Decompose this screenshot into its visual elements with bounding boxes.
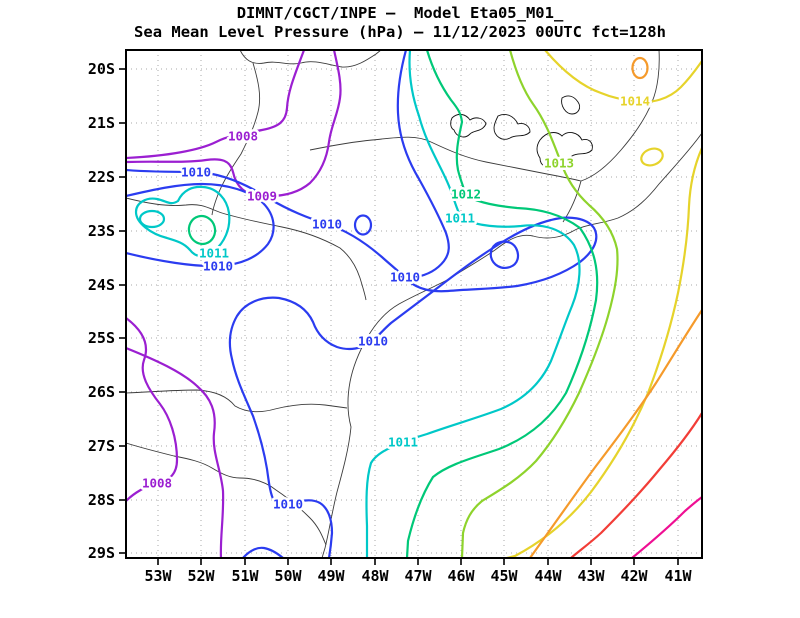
isobar-closed-1014	[640, 147, 664, 167]
isobar-1010	[126, 168, 598, 558]
title-line-1: DIMNT/CGCT/INPE — Model Eta05_M01_	[236, 4, 564, 22]
x-tick-label: 47W	[404, 567, 432, 585]
isobar-labels: 1008100910101010101110101012101110131014…	[139, 91, 652, 514]
y-tick-label: 27S	[88, 437, 115, 455]
state-border	[126, 389, 348, 413]
isobar-closed-1010	[353, 214, 373, 236]
x-tick-label: 46W	[447, 567, 475, 585]
isobar-1010	[396, 50, 450, 279]
grid-lines	[126, 50, 702, 558]
isobars	[126, 50, 702, 558]
isobar-label-1013: 1013	[544, 156, 574, 171]
isobar-1014	[505, 146, 702, 558]
x-tick-label: 48W	[361, 567, 389, 585]
isobar-label-1012: 1012	[451, 187, 481, 202]
isobar-1010	[241, 546, 285, 558]
x-tick-label: 53W	[144, 567, 172, 585]
x-tick-label: 44W	[534, 567, 562, 585]
isobar-label-1010: 1010	[312, 217, 342, 232]
isobar-1009	[126, 346, 225, 558]
x-tick-label: 41W	[664, 567, 692, 585]
isobar-label-1010: 1010	[273, 497, 303, 512]
isobar-1008	[126, 316, 179, 503]
y-tick-label: 25S	[88, 329, 115, 347]
isobar-1012	[405, 50, 599, 558]
isobar-1015	[528, 308, 702, 558]
state-border	[211, 62, 261, 216]
isobar-label-1011: 1011	[199, 246, 229, 261]
isobar-1017	[630, 495, 702, 558]
isobar-label-1011: 1011	[388, 435, 418, 450]
isobar-label-1008: 1008	[228, 129, 258, 144]
reservoir-outline	[536, 132, 593, 168]
isobar-1011	[365, 50, 581, 558]
y-tick-label: 24S	[88, 276, 115, 294]
isobar-1016	[569, 411, 702, 558]
isobar-label-1009: 1009	[247, 189, 277, 204]
plot-border	[125, 49, 703, 559]
x-tick-label: 45W	[490, 567, 518, 585]
state-border	[562, 180, 582, 223]
reservoir-outline	[450, 113, 487, 138]
isobar-1010	[126, 182, 275, 268]
isobar-label-1010: 1010	[203, 259, 233, 274]
x-tick-label: 42W	[620, 567, 648, 585]
x-tick-label: 51W	[231, 567, 259, 585]
y-tick-label: 29S	[88, 544, 115, 562]
reservoir-outline	[561, 95, 581, 115]
isobar-1013	[460, 50, 619, 558]
x-tick-label: 52W	[187, 567, 215, 585]
x-tick-label: 49W	[317, 567, 345, 585]
state-border	[126, 197, 367, 301]
isobar-1014	[543, 50, 702, 103]
reservoir-outline	[493, 113, 531, 140]
isobar-1009	[126, 50, 342, 198]
x-tick-label: 50W	[274, 567, 302, 585]
y-tick-label: 26S	[88, 383, 115, 401]
isobar-label-1010: 1010	[181, 165, 211, 180]
figure-titles: DIMNT/CGCT/INPE — Model Eta05_M01_ Sea M…	[0, 4, 800, 42]
axes: 53W 52W 51W 50W 49W 48W 47W 46W 45W 44W 43W 42W 41W 2…	[88, 60, 693, 585]
y-tick-label: 20S	[88, 60, 115, 78]
state-border	[309, 50, 660, 182]
isobar-1010	[489, 240, 520, 269]
y-tick-label: 22S	[88, 168, 115, 186]
isobar-label-1010: 1010	[390, 270, 420, 285]
y-tick-label: 21S	[88, 114, 115, 132]
isobar-closed-1012	[187, 214, 217, 246]
isobar-label-1011: 1011	[445, 211, 475, 226]
isobar-label-1010: 1010	[358, 334, 388, 349]
state-border	[126, 442, 327, 546]
x-tick-label: 43W	[577, 567, 605, 585]
y-tick-label: 23S	[88, 222, 115, 240]
isobar-closed-1015	[631, 56, 649, 80]
isobar-closed-1011	[138, 209, 166, 229]
state-border	[239, 50, 382, 68]
isobar-label-1008: 1008	[142, 476, 172, 491]
title-line-2: Sea Mean Level Pressure (hPa) — 11/12/20…	[134, 23, 666, 41]
geography	[126, 50, 702, 558]
isobar-1008	[126, 50, 306, 160]
y-tick-label: 28S	[88, 491, 115, 509]
isobar-1011	[134, 185, 231, 258]
isobar-label-1014: 1014	[620, 94, 650, 109]
